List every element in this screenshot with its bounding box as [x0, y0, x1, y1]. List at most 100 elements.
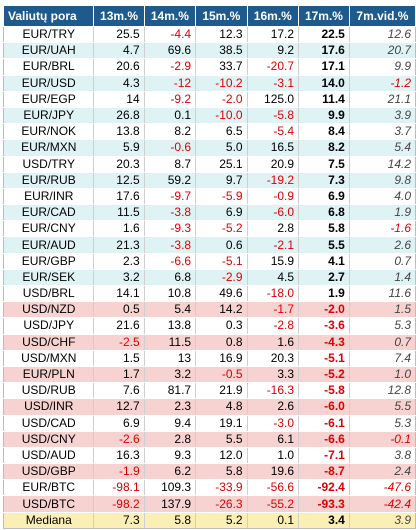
value-cell: -92.4 [298, 479, 350, 497]
header-pair[interactable]: Valiutų pora [2, 5, 95, 27]
value-cell: 16.9 [195, 350, 248, 367]
value-cell: 12.7 [93, 398, 145, 416]
value-cell: -42.4 [349, 495, 416, 513]
table-row[interactable]: USD/TRY 20.3 8.7 25.1 20.9 7.5 14.2 [2, 156, 416, 173]
value-cell: 7.6 [93, 382, 145, 400]
value-cell: 109.3 [144, 479, 197, 497]
value-cell: -2.0 [195, 91, 248, 108]
value-cell: -2.8 [247, 317, 300, 335]
currency-pair-cell: EUR/JPY [2, 107, 95, 125]
currency-pair-cell: EUR/CNY [2, 220, 95, 238]
value-cell: -5.9 [195, 188, 248, 206]
table-row[interactable]: EUR/CNY 1.6 -9.3 -5.2 2.8 5.8 -1.6 [2, 220, 416, 238]
table-row[interactable]: EUR/CAD 11.5 -3.8 6.9 -6.0 6.8 1.9 [2, 204, 416, 222]
currency-pair-cell: EUR/CAD [2, 204, 95, 222]
value-cell: 0.7 [349, 253, 416, 270]
value-cell: 12.8 [349, 382, 416, 400]
value-cell: 6.8 [144, 269, 197, 287]
table-row[interactable]: EUR/PLN 1.7 3.2 -0.5 3.3 -5.2 1.0 [2, 366, 416, 384]
value-cell: 20.6 [93, 58, 145, 76]
header-15m[interactable]: 15m.% [195, 5, 248, 27]
currency-change-table: Valiutų pora 13m.% 14m.% 15m.% 16m.% 17m… [2, 5, 416, 529]
table-row[interactable]: EUR/EGP 14 -9.2 -2.0 125.0 11.4 21.1 [2, 91, 416, 108]
value-cell: 1.7 [93, 366, 145, 384]
currency-pair-cell: USD/MXN [2, 350, 95, 367]
value-cell: -1.7 [247, 301, 300, 319]
fx-table-container: Valiutų pora 13m.% 14m.% 15m.% 16m.% 17m… [2, 5, 416, 529]
currency-pair-cell: EUR/EGP [2, 91, 95, 108]
header-14m[interactable]: 14m.% [143, 5, 197, 27]
value-cell: 0.8 [195, 334, 248, 351]
value-cell: 3.2 [93, 269, 145, 287]
median-row[interactable]: Mediana 7.3 5.8 5.2 0.1 3.4 3.9 [2, 512, 416, 529]
value-cell: 0.5 [93, 301, 145, 319]
table-row[interactable]: USD/CHF -2.5 11.5 0.8 1.6 -4.3 0.7 [2, 334, 416, 351]
table-row[interactable]: EUR/BRL 20.6 -2.9 33.7 -20.7 17.1 9.9 [2, 58, 416, 76]
value-cell: -0.1 [349, 431, 416, 448]
table-row[interactable]: EUR/GBP 2.3 -6.6 -5.1 15.9 4.1 0.7 [2, 253, 416, 270]
value-cell: 5.9 [93, 139, 145, 157]
table-row[interactable]: USD/CAD 6.9 9.4 19.1 -3.0 -6.1 5.3 [2, 415, 416, 432]
header-16m[interactable]: 16m.% [246, 5, 300, 27]
value-cell: 9.7 [195, 172, 248, 189]
table-row[interactable]: USD/INR 12.7 2.3 4.8 2.6 -6.0 5.5 [2, 398, 416, 416]
currency-pair-cell: USD/CNY [2, 431, 95, 448]
header-17m[interactable]: 17m.% [298, 5, 350, 27]
table-row[interactable]: EUR/AUD 21.3 -3.8 0.6 -2.1 5.5 2.6 [2, 236, 416, 254]
table-row[interactable]: USD/RUB 7.6 81.7 21.9 -16.3 -5.8 12.8 [2, 382, 416, 400]
value-cell: 1.6 [93, 220, 145, 238]
value-cell: -98.1 [93, 479, 145, 497]
value-cell: 1.0 [247, 447, 300, 465]
table-row[interactable]: USD/MXN 1.5 13 16.9 20.3 -5.1 7.4 [2, 350, 416, 367]
table-row[interactable]: EUR/MXN 5.9 -0.6 5.0 16.5 8.2 5.4 [2, 139, 416, 157]
table-row[interactable]: USD/JPY 21.6 13.8 0.3 -2.8 -3.6 5.3 [2, 317, 416, 335]
table-row[interactable]: USD/AUD 16.3 9.3 12.0 1.0 -7.1 3.8 [2, 447, 416, 465]
value-cell: 7.5 [298, 156, 350, 173]
value-cell: -0.9 [247, 188, 300, 206]
value-cell: 69.6 [144, 42, 197, 60]
value-cell: 137.9 [144, 495, 197, 513]
value-cell: -6.0 [298, 398, 350, 416]
table-row[interactable]: EUR/INR 17.6 -9.7 -5.9 -0.9 6.9 4.0 [2, 188, 416, 206]
header-7m-avg[interactable]: 7m.vid.% [348, 5, 416, 27]
value-cell: -0.5 [195, 366, 248, 384]
value-cell: 5.3 [349, 415, 416, 432]
value-cell: 2.6 [247, 398, 300, 416]
table-row[interactable]: USD/BTC -98.2 137.9 -26.3 -55.2 -93.3 -42.4 [2, 495, 416, 513]
table-row[interactable]: EUR/UAH 4.7 69.6 38.5 9.2 17.6 20.7 [2, 42, 416, 60]
value-cell: 1.4 [349, 269, 416, 287]
currency-pair-cell: USD/GBP [2, 463, 95, 481]
value-cell: -3.1 [247, 75, 300, 92]
value-cell: 9.4 [144, 415, 197, 432]
table-row[interactable]: EUR/RUB 12.5 59.2 9.7 -19.2 7.3 9.8 [2, 172, 416, 189]
value-cell: 6.5 [195, 123, 248, 141]
table-row[interactable]: EUR/BTC -98.1 109.3 -33.9 -56.6 -92.4 -47.6 [2, 479, 416, 497]
value-cell: 19.1 [195, 415, 248, 432]
currency-pair-cell: EUR/SEK [2, 269, 95, 287]
value-cell: -2.1 [247, 236, 300, 254]
table-row[interactable]: EUR/JPY 26.8 0.1 -10.0 -5.8 9.9 3.9 [2, 107, 416, 125]
value-cell: -5.4 [247, 123, 300, 141]
table-row[interactable]: USD/GBP -1.9 6.2 5.8 19.6 -8.7 2.4 [2, 463, 416, 481]
table-row[interactable]: EUR/TRY 25.5 -4.4 12.3 17.2 22.5 12.6 [2, 26, 416, 44]
currency-pair-cell: USD/CAD [2, 415, 95, 432]
value-cell: 7.4 [349, 350, 416, 367]
value-cell: 81.7 [144, 382, 197, 400]
table-row[interactable]: USD/NZD 0.5 5.4 14.2 -1.7 -2.0 1.5 [2, 301, 416, 319]
currency-pair-cell: EUR/BTC [2, 479, 95, 497]
value-cell: -10.0 [195, 107, 248, 125]
table-row[interactable]: EUR/NOK 13.8 8.2 6.5 -5.4 8.4 3.7 [2, 123, 416, 141]
value-cell: -6.6 [298, 431, 350, 448]
table-row[interactable]: USD/BRL 14.1 10.8 49.6 -18.0 1.9 11.6 [2, 285, 416, 303]
value-cell: 20.3 [93, 156, 145, 173]
value-cell: 14 [93, 91, 145, 108]
currency-pair-cell: EUR/PLN [2, 366, 95, 384]
currency-pair-cell: EUR/MXN [2, 139, 95, 157]
currency-pair-cell: USD/INR [2, 398, 95, 416]
table-row[interactable]: EUR/SEK 3.2 6.8 -2.9 4.5 2.7 1.4 [2, 269, 416, 287]
table-row[interactable]: USD/CNY -2.6 2.8 5.5 6.1 -6.6 -0.1 [2, 431, 416, 448]
value-cell: 3.8 [349, 447, 416, 465]
value-cell: 25.1 [195, 156, 248, 173]
table-row[interactable]: EUR/USD 4.3 -12 -10.2 -3.1 14.0 -1.2 [2, 75, 416, 92]
header-13m[interactable]: 13m.% [93, 5, 145, 27]
